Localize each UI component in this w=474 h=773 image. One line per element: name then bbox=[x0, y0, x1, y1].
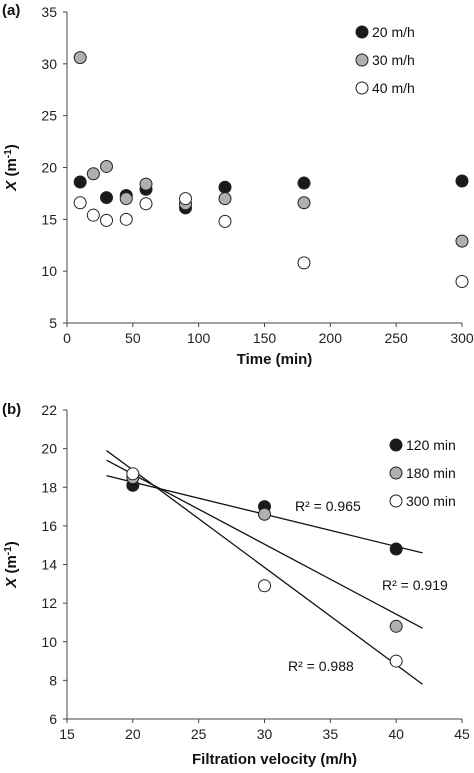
data-point bbox=[258, 507, 271, 521]
x-tick-label: 0 bbox=[63, 330, 71, 346]
x-tick-label: 250 bbox=[384, 330, 408, 346]
data-point bbox=[455, 174, 469, 188]
x-tick-label: 15 bbox=[59, 726, 75, 742]
y-tick-label: 35 bbox=[41, 4, 57, 20]
data-point bbox=[86, 167, 100, 181]
legend-label: 30 m/h bbox=[372, 52, 415, 68]
data-point bbox=[119, 212, 133, 226]
data-point bbox=[297, 256, 311, 270]
data-point bbox=[297, 176, 311, 190]
y-tick-label: 18 bbox=[41, 479, 57, 495]
data-point bbox=[389, 542, 403, 556]
y-tick-label: 14 bbox=[41, 557, 57, 573]
data-point bbox=[389, 619, 403, 633]
data-point bbox=[455, 275, 469, 289]
data-point bbox=[297, 196, 311, 210]
data-point bbox=[218, 180, 232, 194]
data-point bbox=[389, 654, 403, 668]
y-tick-label: 12 bbox=[41, 595, 57, 611]
x-tick-label: 45 bbox=[454, 726, 470, 742]
panel-b-label: (b) bbox=[2, 401, 21, 418]
x-tick-label: 20 bbox=[125, 726, 141, 742]
x-tick-label: 50 bbox=[125, 330, 141, 346]
r-squared-label: R² = 0.988 bbox=[288, 658, 354, 674]
panel-a-label: (a) bbox=[2, 2, 20, 19]
y-tick-label: 10 bbox=[41, 634, 57, 650]
r-squared-label: R² = 0.919 bbox=[382, 577, 448, 593]
panel-b-chart: (b) 6 8 10 12 14 16 18 20 22 15 20 25 30 35 40 45 Filtra… bbox=[2, 401, 470, 768]
legend-marker bbox=[355, 81, 369, 95]
data-point bbox=[139, 177, 153, 191]
y-tick-label: 22 bbox=[41, 402, 57, 418]
data-point bbox=[179, 192, 192, 206]
y-tick-label: 20 bbox=[41, 160, 57, 176]
data-point bbox=[218, 192, 232, 206]
data-point bbox=[100, 213, 113, 227]
trend-line bbox=[106, 450, 423, 685]
data-point bbox=[126, 467, 140, 481]
legend-label: 40 m/h bbox=[372, 80, 415, 96]
legend-marker bbox=[355, 25, 369, 39]
legend-marker bbox=[389, 438, 403, 452]
y-tick-label: 20 bbox=[41, 441, 57, 457]
y-tick-label: 10 bbox=[41, 263, 57, 279]
legend-label: 20 m/h bbox=[372, 24, 415, 40]
data-point bbox=[100, 191, 113, 205]
r-squared-label: R² = 0.965 bbox=[295, 498, 361, 514]
y-tick-label: 30 bbox=[41, 56, 57, 72]
y-tick-label: 16 bbox=[41, 518, 57, 534]
data-point bbox=[100, 159, 113, 173]
x-axis-title: Time (min) bbox=[237, 351, 313, 368]
x-tick-label: 40 bbox=[388, 726, 404, 742]
legend-label: 180 min bbox=[406, 465, 456, 481]
x-tick-label: 150 bbox=[253, 330, 277, 346]
y-tick-label: 25 bbox=[41, 108, 57, 124]
x-tick-label: 25 bbox=[191, 726, 207, 742]
trend-line bbox=[106, 459, 423, 629]
y-tick-label: 6 bbox=[49, 711, 57, 727]
y-axis-title: X (m-1) bbox=[3, 144, 21, 191]
legend-label: 120 min bbox=[406, 437, 456, 453]
x-axis-title: Filtration velocity (m/h) bbox=[192, 751, 357, 768]
legend-marker bbox=[389, 494, 403, 508]
data-point bbox=[258, 579, 271, 593]
legend-marker bbox=[355, 53, 369, 67]
data-point bbox=[455, 234, 469, 248]
x-tick-label: 300 bbox=[450, 330, 474, 346]
panel-a-chart: (a) 5 10 15 20 25 30 35 0 50 100 150 200 250 300 Time … bbox=[2, 2, 474, 368]
x-tick-label: 100 bbox=[187, 330, 211, 346]
data-point bbox=[119, 192, 133, 206]
y-tick-label: 15 bbox=[41, 211, 57, 227]
x-tick-label: 30 bbox=[257, 726, 273, 742]
y-tick-label: 8 bbox=[49, 672, 57, 688]
legend-label: 300 min bbox=[406, 493, 456, 509]
data-point bbox=[73, 51, 87, 65]
data-point bbox=[86, 208, 100, 222]
data-point bbox=[73, 175, 87, 189]
data-point bbox=[218, 214, 232, 228]
x-tick-label: 35 bbox=[323, 726, 339, 742]
legend-marker bbox=[389, 466, 403, 480]
data-point bbox=[73, 196, 87, 210]
data-point bbox=[139, 197, 153, 211]
x-tick-label: 200 bbox=[319, 330, 343, 346]
y-tick-label: 5 bbox=[49, 315, 57, 331]
y-axis-title: X (m-1) bbox=[3, 541, 21, 588]
